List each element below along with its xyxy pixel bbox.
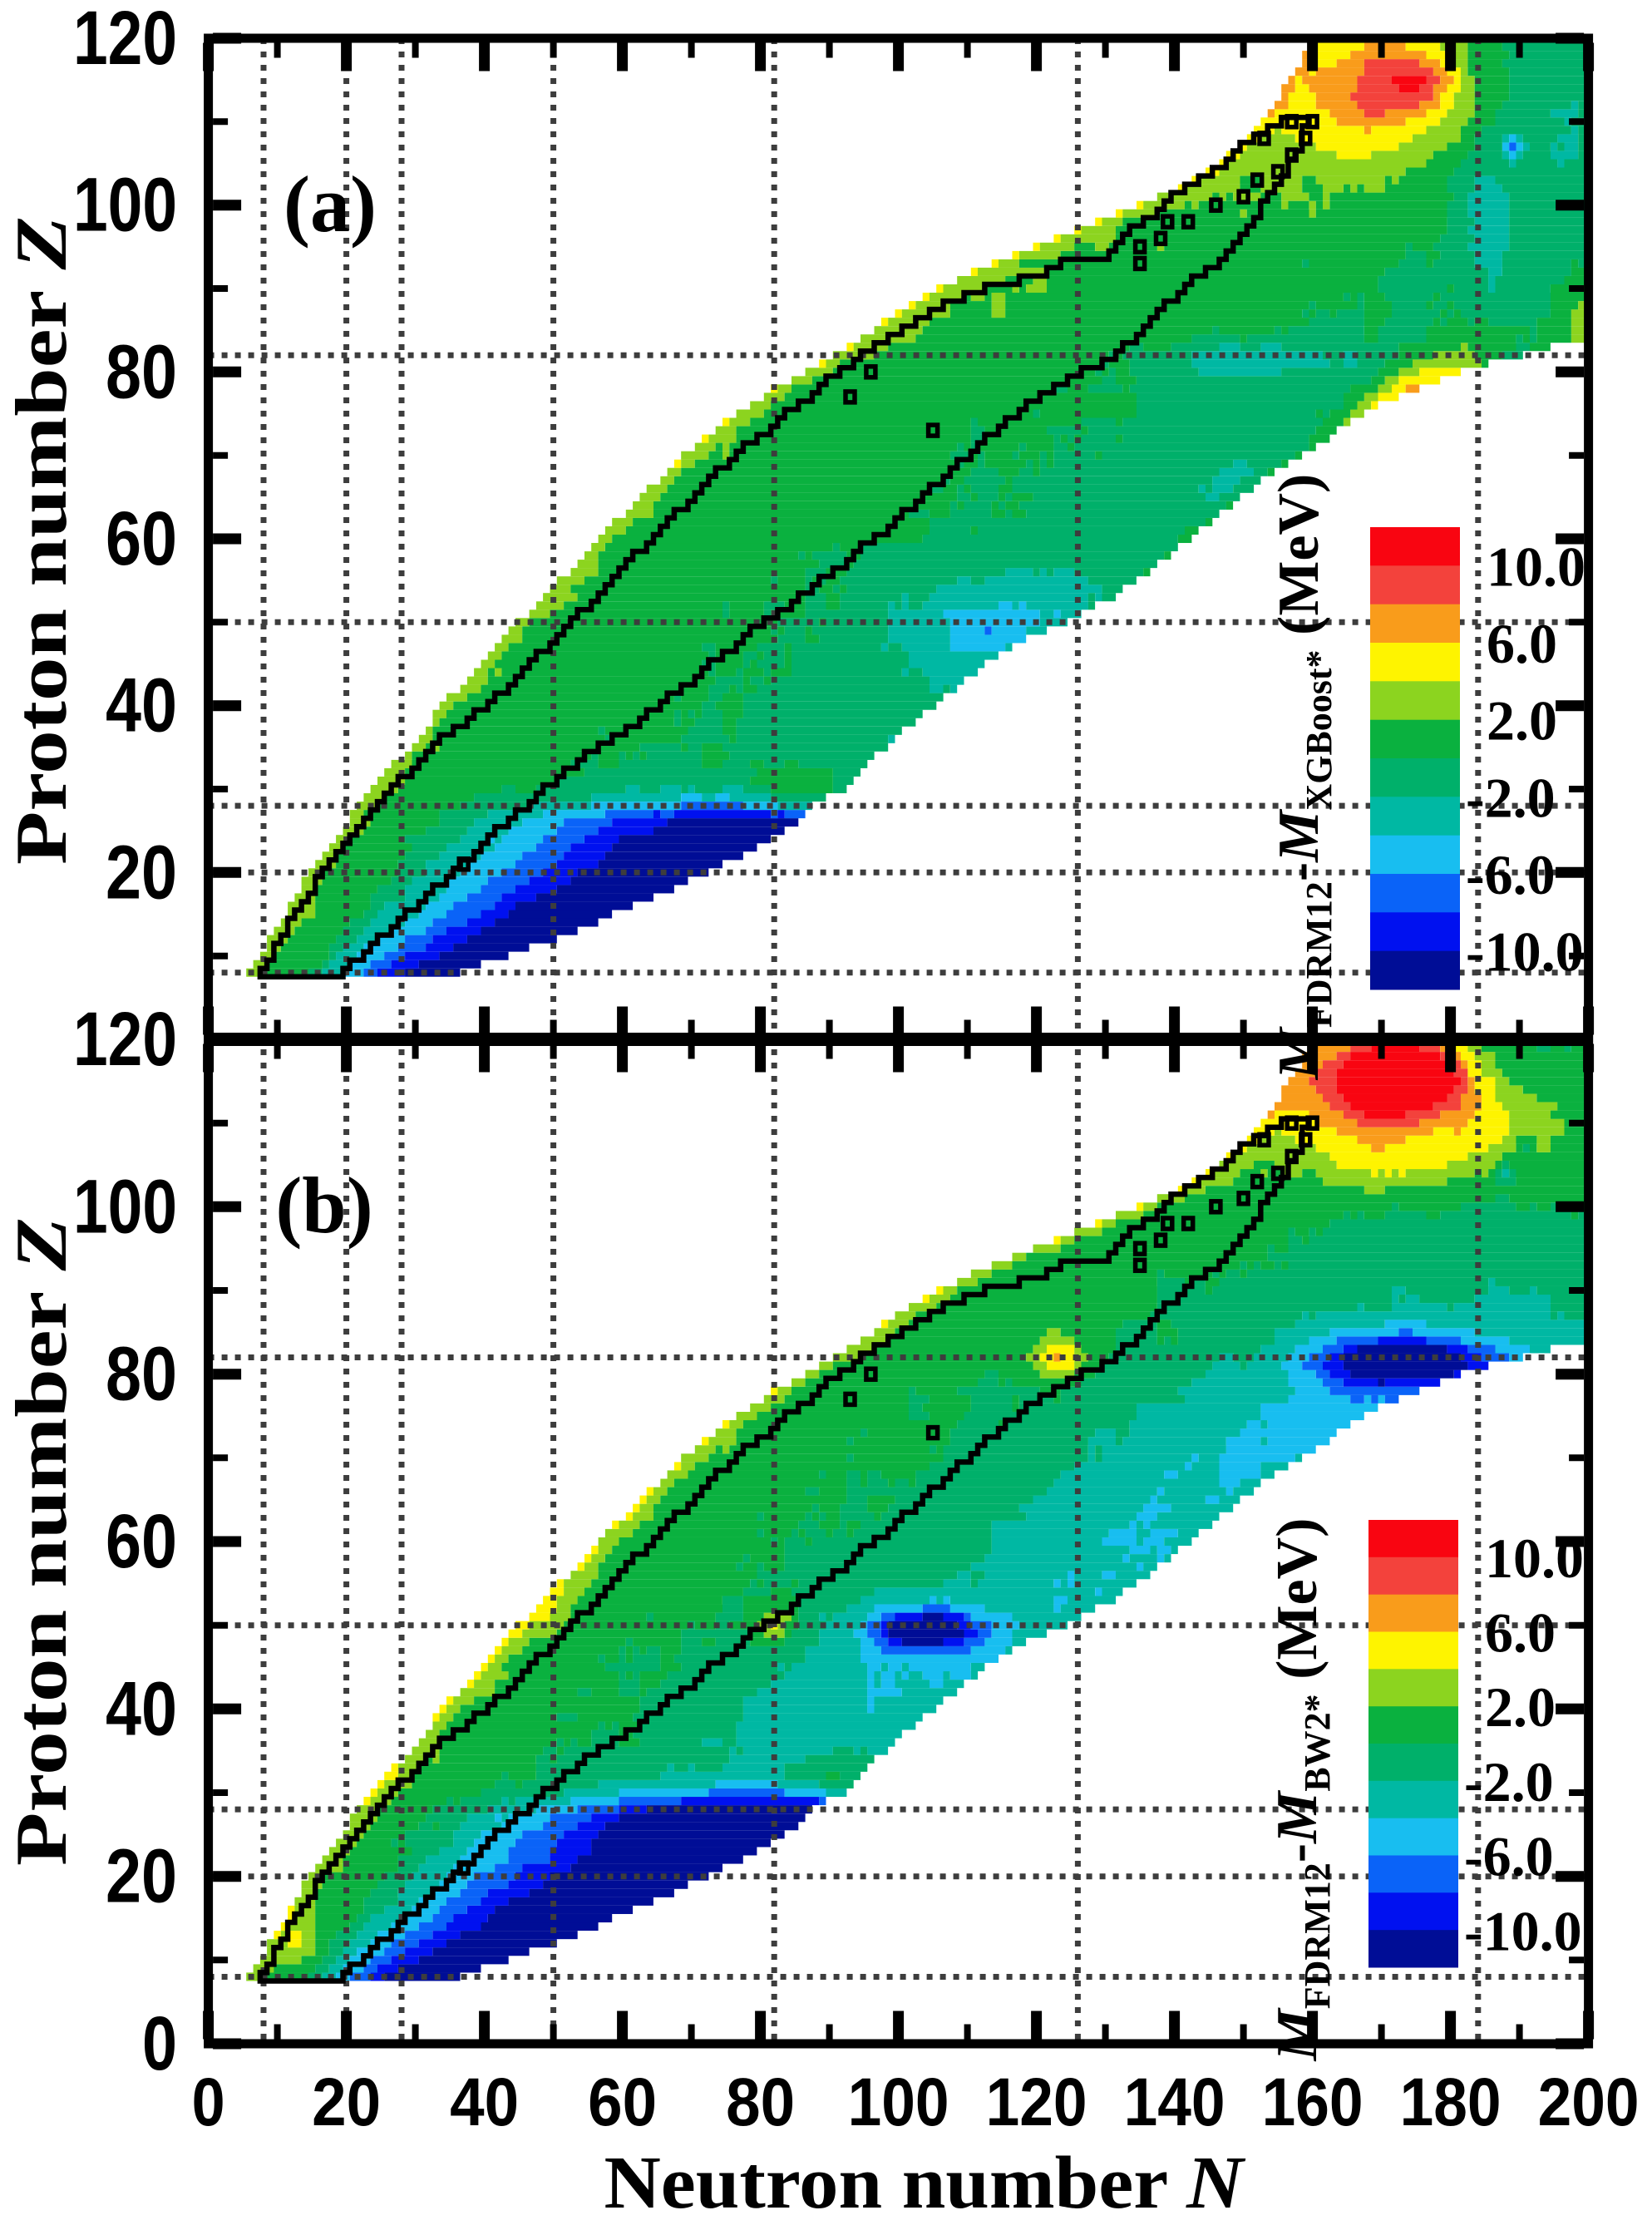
svg-text:0: 0 [192, 2065, 225, 2140]
svg-text:-2.0: -2.0 [1466, 766, 1556, 829]
svg-text:0: 0 [142, 2001, 177, 2086]
svg-text:Proton number Z: Proton number Z [2, 1217, 82, 1866]
svg-text:80: 80 [106, 1332, 177, 1417]
svg-text:120: 120 [986, 2065, 1087, 2140]
svg-text:60: 60 [106, 1499, 177, 1584]
svg-text:60: 60 [588, 2065, 657, 2140]
svg-text:6.0: 6.0 [1485, 1601, 1556, 1665]
svg-text:80: 80 [726, 2065, 795, 2140]
svg-text:-2.0: -2.0 [1464, 1750, 1554, 1813]
svg-text:20: 20 [106, 830, 177, 915]
svg-text:20: 20 [106, 1834, 177, 1919]
svg-text:60: 60 [106, 496, 177, 581]
svg-text:140: 140 [1124, 2065, 1225, 2140]
svg-text:180: 180 [1400, 2065, 1502, 2140]
svg-text:80: 80 [106, 329, 177, 414]
svg-text:Proton number Z: Proton number Z [2, 216, 82, 865]
svg-text:(b): (b) [275, 1161, 372, 1250]
svg-text:10.0: 10.0 [1485, 1527, 1584, 1590]
svg-text:100: 100 [848, 2065, 949, 2140]
svg-text:-10.0: -10.0 [1466, 920, 1584, 984]
svg-text:160: 160 [1262, 2065, 1364, 2140]
svg-text:100: 100 [73, 1164, 177, 1249]
svg-text:100: 100 [73, 163, 177, 248]
svg-text:120: 120 [73, 997, 177, 1082]
svg-text:Neutron number N: Neutron number N [604, 2142, 1246, 2224]
svg-text:10.0: 10.0 [1487, 535, 1585, 598]
svg-text:2.0: 2.0 [1487, 689, 1557, 752]
svg-text:40: 40 [450, 2065, 519, 2140]
svg-text:-6.0: -6.0 [1464, 1825, 1554, 1888]
svg-text:120: 120 [73, 0, 177, 81]
svg-text:2.0: 2.0 [1485, 1675, 1556, 1739]
svg-text:40: 40 [106, 1666, 177, 1751]
svg-text:20: 20 [312, 2065, 381, 2140]
svg-text:-6.0: -6.0 [1466, 843, 1556, 906]
svg-text:-10.0: -10.0 [1464, 1899, 1582, 1962]
svg-text:200: 200 [1538, 2065, 1640, 2140]
svg-text:MFDRM12-MXGBoost* (MeV): MFDRM12-MXGBoost* (MeV) [1267, 474, 1339, 1081]
svg-text:MFDRM12-MBW2* (MeV): MFDRM12-MBW2* (MeV) [1265, 1518, 1338, 2062]
svg-text:40: 40 [106, 664, 177, 748]
svg-text:(a): (a) [284, 160, 377, 249]
svg-text:6.0: 6.0 [1487, 612, 1557, 675]
